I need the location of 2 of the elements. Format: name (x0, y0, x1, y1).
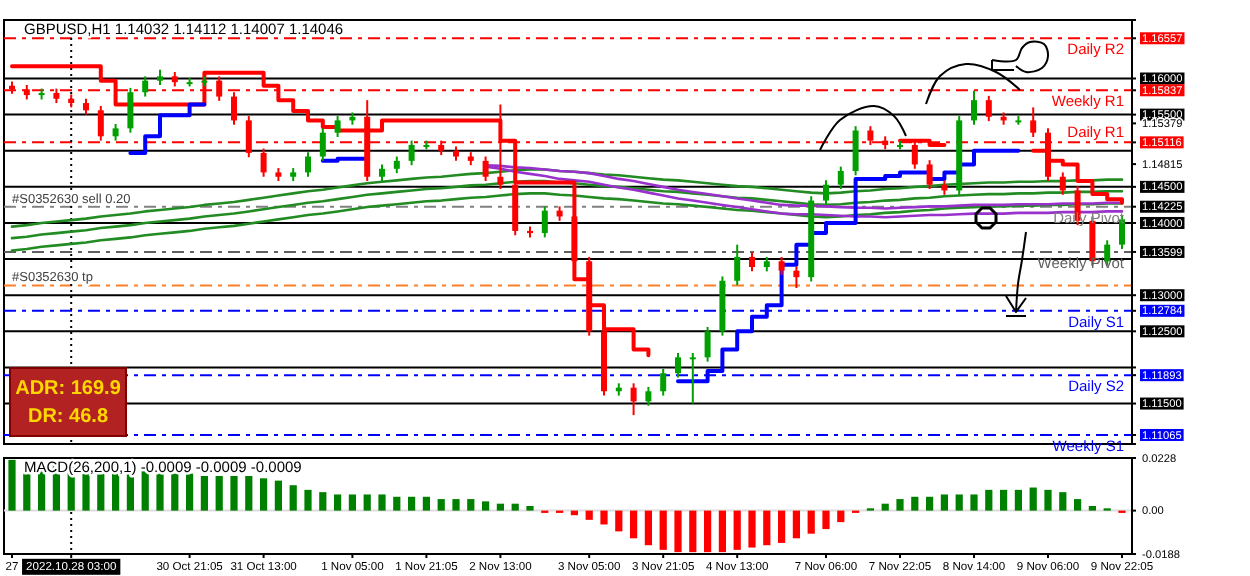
annotation: DR: 46.8 (27, 406, 109, 428)
annotation: ADR: 169.9 (15, 378, 122, 400)
